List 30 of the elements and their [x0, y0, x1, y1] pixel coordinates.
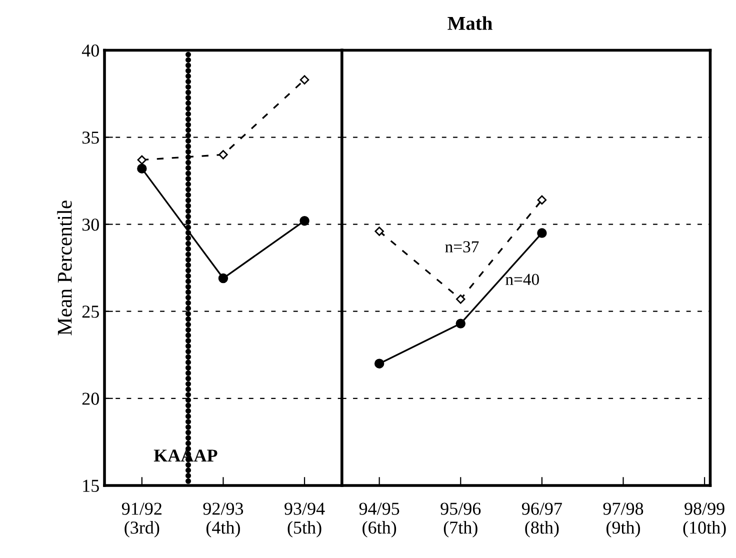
x-tick-label: 91/92 (3rd) — [122, 502, 162, 538]
x-tick-label: 96/97 (8th) — [522, 502, 562, 538]
annotation: n=37 — [445, 241, 479, 252]
y-tick-label: 35 — [82, 132, 99, 144]
point — [300, 216, 310, 226]
point — [537, 195, 547, 205]
point — [456, 294, 466, 304]
x-tick-label: 98/99 (10th) — [683, 502, 726, 538]
y-tick-label: 20 — [82, 392, 99, 405]
point — [374, 358, 384, 368]
y-tick-label: 40 — [82, 44, 99, 57]
y-axis-title: Mean Percentile — [57, 200, 72, 336]
point — [137, 164, 147, 174]
x-tick-label: 93/94 (5th) — [284, 502, 325, 538]
point — [456, 318, 466, 328]
y-tick-label: 15 — [83, 480, 99, 492]
point — [300, 75, 310, 84]
annotation: n=40 — [506, 274, 539, 286]
point — [537, 228, 547, 238]
point — [374, 226, 384, 236]
point — [137, 155, 147, 165]
x-tick-label: 94/95 (6th) — [359, 502, 400, 538]
y-tick-label: 25 — [82, 306, 99, 318]
point — [218, 273, 228, 284]
x-tick-label: 95/96 (7th) — [440, 502, 481, 538]
x-tick-label: 92/93 (4th) — [203, 502, 244, 538]
y-tick-label: 30 — [82, 218, 99, 231]
chart-title: Math — [448, 16, 492, 30]
x-tick-label: 97/98 (9th) — [603, 502, 644, 538]
point — [218, 150, 228, 160]
